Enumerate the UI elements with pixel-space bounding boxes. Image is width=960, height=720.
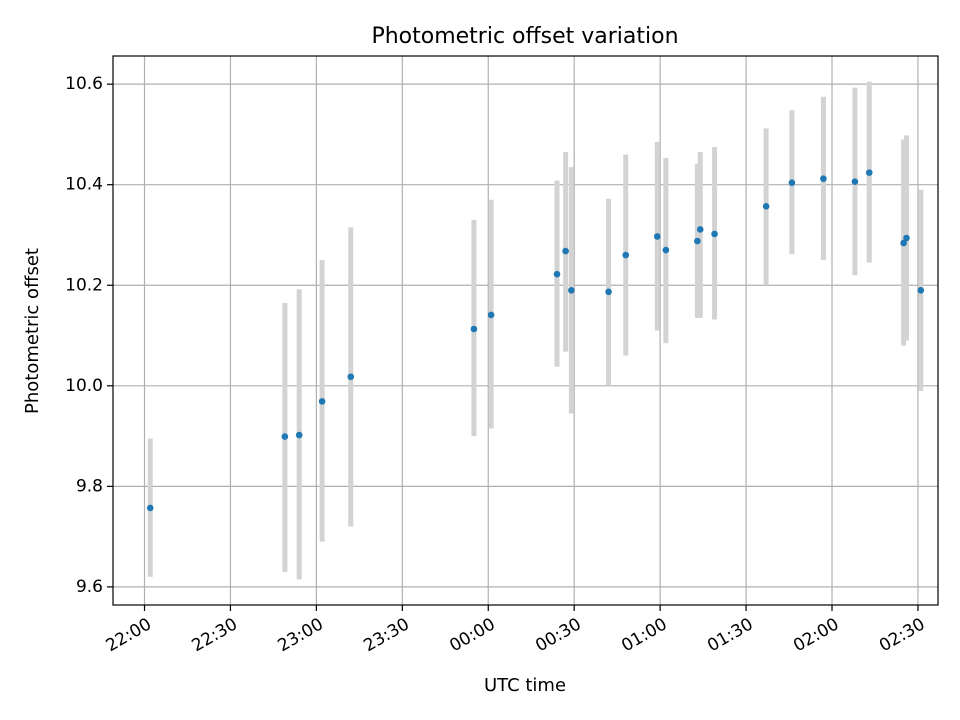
data-point	[851, 178, 859, 185]
data-point	[295, 431, 303, 439]
x-tick-label: 23:00	[274, 614, 326, 656]
data-point	[653, 233, 661, 240]
x-tick-label: 00:30	[532, 614, 584, 656]
data-points	[146, 169, 925, 512]
y-tick-label: 10.2	[65, 275, 103, 295]
y-tick-label: 10.4	[65, 175, 103, 195]
data-point	[622, 251, 630, 259]
error-bars	[147, 81, 924, 580]
data-point	[762, 203, 770, 210]
x-tick-label: 01:30	[704, 614, 756, 656]
data-point	[605, 288, 612, 296]
data-point	[146, 504, 154, 512]
data-point	[903, 234, 910, 242]
grid	[113, 56, 938, 605]
data-point	[865, 169, 873, 176]
data-point	[568, 286, 575, 294]
data-point	[900, 239, 907, 247]
x-tick-label: 22:00	[103, 614, 155, 656]
y-axis-label: Photometric offset	[22, 248, 43, 414]
data-point	[694, 237, 701, 245]
x-tick-label: 02:30	[876, 614, 928, 656]
y-tick-label: 9.8	[76, 476, 103, 496]
chart-title: Photometric offset variation	[371, 24, 678, 49]
data-point	[281, 433, 289, 440]
x-tick-label: 00:00	[446, 614, 498, 656]
plot-area-frame	[112, 55, 939, 606]
data-point	[487, 311, 495, 319]
x-tick-label: 22:30	[189, 614, 241, 656]
x-tick-label: 01:00	[618, 614, 670, 656]
y-tick-label: 10.6	[65, 74, 103, 94]
x-tick-label: 23:30	[360, 614, 412, 656]
x-tick-label: 02:00	[790, 614, 842, 656]
x-axis-label: UTC time	[484, 675, 566, 696]
data-point	[696, 226, 704, 233]
data-point	[470, 325, 478, 333]
data-point	[788, 179, 796, 186]
data-point	[917, 286, 925, 294]
y-tick-label: 10.0	[65, 376, 103, 396]
data-point	[662, 246, 670, 254]
axis-ticks: 22:00 22:30 23:00 23:30 00:00 00:30 01:00 01:30…	[65, 74, 928, 656]
data-point	[820, 175, 827, 182]
data-point	[318, 398, 326, 405]
y-tick-label: 9.6	[76, 577, 103, 597]
data-point	[711, 230, 718, 238]
data-point	[347, 373, 355, 381]
data-point	[553, 270, 561, 278]
data-point	[562, 247, 569, 255]
